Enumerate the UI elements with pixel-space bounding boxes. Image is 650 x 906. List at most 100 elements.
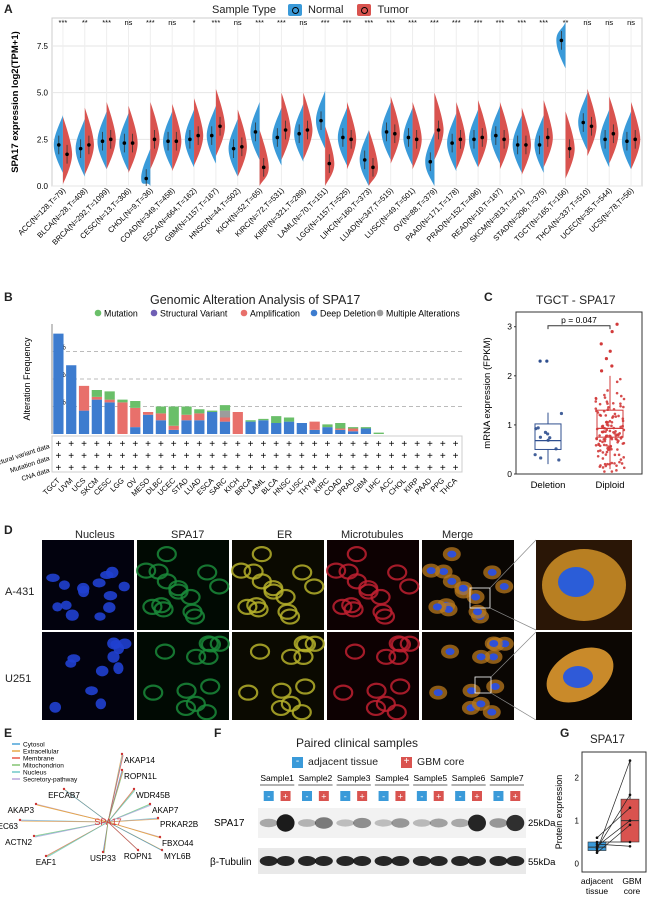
grid-plus: + bbox=[235, 451, 241, 462]
tumor-violin bbox=[587, 88, 597, 157]
grid-plus: + bbox=[376, 451, 382, 462]
bar-segment bbox=[207, 412, 218, 434]
tubulin-band bbox=[259, 856, 278, 866]
data-point bbox=[602, 443, 606, 447]
outlier-point bbox=[608, 349, 612, 353]
panel-f-western-blot: Sample1 - + Sample2 - + Sample3 - + Sample4 - + Samp… bbox=[210, 773, 556, 874]
data-point bbox=[557, 458, 561, 462]
lane-sign-box bbox=[263, 791, 274, 801]
outlier-point bbox=[545, 359, 549, 363]
merge-nucleus bbox=[490, 683, 500, 691]
nucleus-blob bbox=[107, 651, 120, 663]
y-tick-label: 3 bbox=[507, 322, 512, 332]
significance-label: *** bbox=[408, 18, 417, 27]
tumor-median-point bbox=[545, 135, 550, 140]
outlier-point bbox=[610, 330, 614, 334]
sample-label: Sample4 bbox=[375, 773, 409, 783]
tumor-median-point bbox=[524, 143, 528, 147]
data-point bbox=[619, 394, 623, 398]
grid-plus: + bbox=[196, 451, 202, 462]
tumor-median-point bbox=[65, 152, 69, 157]
bar-segment bbox=[117, 402, 128, 434]
bar-segment bbox=[53, 333, 64, 434]
bar-segment bbox=[258, 418, 269, 421]
data-point bbox=[614, 415, 618, 418]
data-point bbox=[606, 389, 609, 392]
data-point bbox=[618, 460, 621, 464]
bar-segment bbox=[91, 390, 102, 397]
data-point bbox=[613, 453, 617, 457]
bar-segment bbox=[130, 407, 141, 428]
tumor-median-point bbox=[567, 146, 572, 151]
tumor-violin bbox=[150, 102, 160, 170]
data-point bbox=[546, 438, 550, 442]
zoom-box bbox=[469, 587, 491, 609]
cell-outline bbox=[366, 682, 387, 699]
grid-plus: + bbox=[158, 439, 164, 450]
y-tick-label: 1 bbox=[507, 420, 512, 430]
gene-node bbox=[62, 787, 66, 791]
grid-plus: + bbox=[120, 463, 126, 474]
bar-segment bbox=[360, 428, 372, 434]
data-point bbox=[604, 453, 608, 456]
cell-outline bbox=[185, 695, 206, 712]
grid-plus: + bbox=[248, 463, 254, 474]
grid-plus: + bbox=[120, 451, 126, 462]
legend-dot bbox=[94, 309, 102, 317]
cell-outline bbox=[344, 643, 366, 660]
gene-node bbox=[148, 802, 152, 806]
bar-segment bbox=[181, 414, 192, 421]
adjacent-point bbox=[595, 836, 599, 840]
tubulin-band bbox=[276, 856, 295, 866]
grid-plus: + bbox=[299, 439, 305, 450]
cell-outline bbox=[209, 635, 230, 652]
grid-plus: + bbox=[453, 439, 459, 450]
grid-plus: + bbox=[222, 463, 228, 474]
significance-label: *** bbox=[496, 18, 505, 27]
data-point bbox=[601, 466, 605, 469]
tubulin-band bbox=[467, 856, 486, 866]
data-point bbox=[621, 419, 625, 423]
normal-median-point bbox=[341, 135, 345, 140]
grid-plus: + bbox=[453, 451, 459, 462]
significance-label: *** bbox=[539, 18, 548, 27]
normal-median-point bbox=[144, 176, 149, 181]
grid-plus: + bbox=[337, 451, 343, 462]
box bbox=[534, 423, 562, 450]
cell-outline bbox=[275, 588, 296, 606]
data-point bbox=[610, 424, 613, 428]
lane-sign: - bbox=[420, 792, 423, 802]
gene-label: SEC63 bbox=[0, 822, 18, 831]
cell-outline bbox=[304, 578, 325, 595]
grid-plus: + bbox=[132, 439, 138, 450]
grid-plus: + bbox=[401, 463, 407, 474]
col-header-spa17: SPA17 bbox=[171, 529, 205, 541]
grid-plus: + bbox=[337, 463, 343, 474]
panel-c-box-chart: 0 1 2 3 mRNA expression (FPKM) Deletion Diploi… bbox=[482, 311, 643, 491]
grid-plus: + bbox=[414, 451, 420, 462]
data-point bbox=[538, 435, 543, 439]
y-tick-label: 0 bbox=[507, 469, 512, 479]
grid-plus: + bbox=[286, 451, 292, 462]
grid-plus: + bbox=[132, 463, 138, 474]
bar-segment bbox=[309, 429, 320, 434]
data-point bbox=[622, 456, 625, 459]
normal-median-point bbox=[603, 137, 607, 142]
merge-nucleus bbox=[439, 568, 449, 576]
normal-median-point bbox=[209, 133, 214, 138]
y-tick-label: 2.5 bbox=[37, 135, 49, 144]
cell-outline bbox=[142, 598, 163, 615]
cell-outline bbox=[375, 695, 396, 712]
panel-b-bar-chart: Mutation Structural Variant Amplification D… bbox=[0, 309, 463, 498]
grid-plus: + bbox=[312, 439, 318, 450]
bar-segment bbox=[181, 420, 192, 434]
row-label-u251: U251 bbox=[5, 673, 32, 685]
grid-plus: + bbox=[440, 463, 446, 474]
col-header-merge: Merge bbox=[442, 529, 474, 541]
data-point bbox=[601, 451, 605, 454]
cell-outline bbox=[231, 562, 252, 579]
bar-segment bbox=[168, 406, 179, 426]
nucleus-blob bbox=[118, 581, 130, 592]
data-point bbox=[597, 442, 600, 446]
